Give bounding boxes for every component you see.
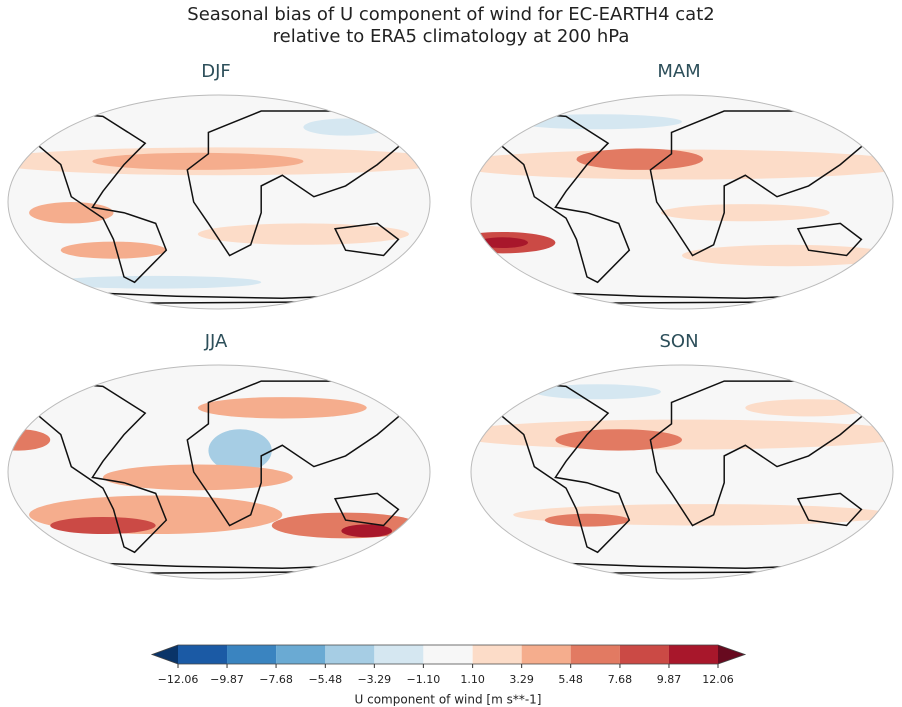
bias-area xyxy=(208,429,272,472)
bias-area xyxy=(471,419,893,450)
bias-area xyxy=(534,384,661,400)
coastline xyxy=(491,110,631,284)
bias-area xyxy=(197,397,367,419)
colorbar-tick-label: 9.87 xyxy=(657,673,682,686)
map-frame xyxy=(470,94,894,310)
bias-area xyxy=(8,429,51,451)
coastline xyxy=(333,222,400,257)
coastline xyxy=(333,492,400,527)
map xyxy=(471,365,893,579)
panel-title: DJF xyxy=(201,61,231,82)
colorbar-tick-label: 3.29 xyxy=(509,673,534,686)
colorbar-tick-label: −9.87 xyxy=(210,673,244,686)
bias-area xyxy=(544,513,630,527)
colorbar-tick-label: −3.29 xyxy=(357,673,391,686)
bias-area xyxy=(60,241,167,259)
colorbar-segment xyxy=(472,645,522,664)
title-line: Seasonal bias of U component of wind for… xyxy=(187,4,714,25)
bias-area xyxy=(197,223,409,245)
bias-area xyxy=(271,512,420,539)
bias-area xyxy=(660,204,830,222)
colorbar-segment xyxy=(227,645,277,664)
colorbar-segment xyxy=(521,645,571,664)
coastline xyxy=(28,380,168,554)
colorbar-extend xyxy=(718,645,745,664)
colorbar-tick-label: −7.68 xyxy=(259,673,293,686)
panel-title: JJA xyxy=(204,331,228,352)
colorbar-segment xyxy=(668,645,718,664)
colorbar-tick-label: 12.06 xyxy=(702,673,734,686)
panel-title: SON xyxy=(659,331,698,352)
colorbar-segment xyxy=(374,645,424,664)
coastline xyxy=(796,492,863,527)
colorbar-segment xyxy=(570,645,620,664)
bias-area xyxy=(29,202,114,224)
colorbar-segment xyxy=(325,645,375,664)
bias-area xyxy=(50,275,262,289)
colorbar-tick-label: 7.68 xyxy=(608,673,633,686)
map-frame xyxy=(7,94,431,310)
colorbar-segment xyxy=(178,645,228,664)
coastline xyxy=(796,222,863,257)
bias-area xyxy=(513,114,682,130)
panel-title: MAM xyxy=(657,61,700,82)
coastline xyxy=(491,380,631,554)
colorbar-extend xyxy=(152,645,178,664)
ocean xyxy=(471,365,893,579)
colorbar-tick-label: −1.10 xyxy=(407,673,441,686)
bias-area xyxy=(477,237,528,249)
bias-area xyxy=(50,516,156,535)
colorbar-tick-label: −12.06 xyxy=(158,673,199,686)
colorbar-label: U component of wind [m s**-1] xyxy=(355,693,542,707)
colorbar-tick-label: −5.48 xyxy=(308,673,342,686)
map xyxy=(471,95,893,309)
colorbar-tick-label: 1.10 xyxy=(460,673,485,686)
coastline xyxy=(28,110,168,284)
map-frame xyxy=(7,364,431,580)
colorbar-segment xyxy=(619,645,669,664)
bias-area xyxy=(555,429,682,451)
map xyxy=(8,365,430,579)
bias-area xyxy=(576,148,704,170)
colorbar-segment xyxy=(276,645,326,664)
bias-area xyxy=(341,524,393,538)
map-frame xyxy=(470,364,894,580)
bias-area xyxy=(745,399,872,417)
colorbar-tick-label: 5.48 xyxy=(558,673,583,686)
title-line: relative to ERA5 climatology at 200 hPa xyxy=(273,26,630,47)
ocean xyxy=(471,95,893,309)
bias-area xyxy=(682,244,893,267)
bias-area xyxy=(303,118,388,136)
colorbar-segment xyxy=(423,645,473,664)
